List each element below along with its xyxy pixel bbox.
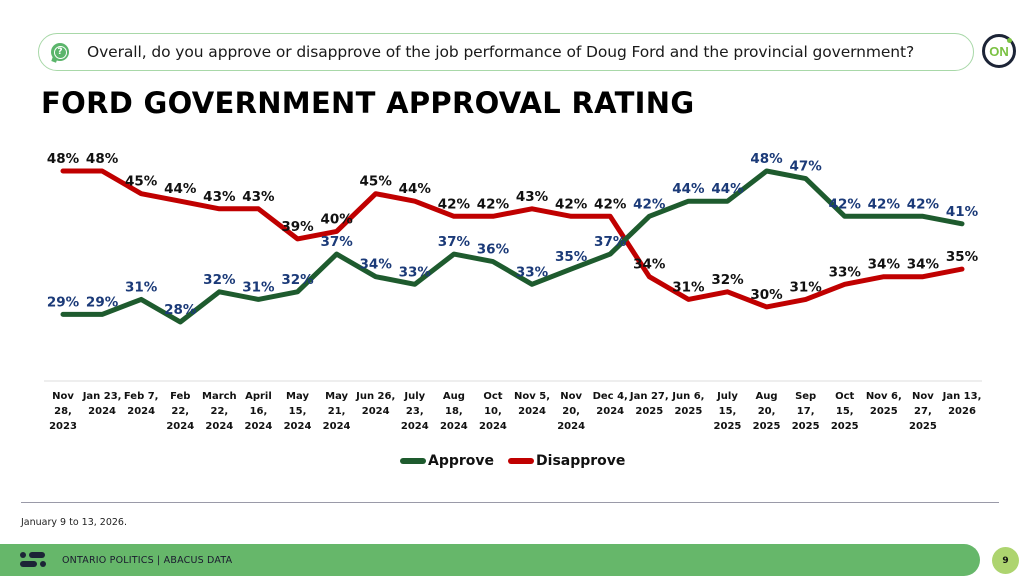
abacus-logo-icon	[20, 551, 50, 569]
x-tick-label: Nov 6, 2025	[866, 391, 902, 417]
legend-item-disapprove: Disapprove	[508, 453, 625, 469]
data-label-approve: 31%	[242, 279, 275, 295]
question-text: Overall, do you approve or disapprove of…	[87, 43, 915, 61]
data-label-disapprove: 48%	[86, 151, 119, 167]
data-label-approve: 36%	[477, 242, 510, 258]
data-label-approve: 48%	[750, 151, 783, 167]
page-number: 9	[992, 547, 1019, 574]
chart-legend: Approve Disapprove	[400, 453, 639, 469]
x-tick-label: Jun 6, 2025	[671, 391, 704, 417]
data-label-disapprove: 39%	[281, 219, 314, 235]
x-tick-label: April 16, 2024	[245, 391, 273, 432]
data-label-approve: 33%	[516, 264, 549, 280]
data-label-disapprove: 40%	[320, 211, 353, 227]
data-label-approve: 42%	[829, 196, 862, 212]
data-label-approve: 32%	[281, 272, 314, 288]
data-label-approve: 47%	[789, 159, 822, 175]
data-label-approve: 31%	[125, 279, 158, 295]
data-label-disapprove: 42%	[594, 196, 627, 212]
legend-label-disapprove: Disapprove	[536, 453, 626, 469]
x-tick-label: Dec 4, 2024	[593, 391, 628, 417]
data-label-approve: 37%	[320, 234, 353, 250]
x-tick-label: Jan 23, 2024	[82, 391, 122, 417]
x-tick-label: Jan 13, 2026	[942, 391, 982, 417]
x-tick-label: Feb 22, 2024	[166, 391, 194, 432]
data-label-disapprove: 44%	[164, 181, 197, 197]
data-label-disapprove: 48%	[47, 151, 80, 167]
source-note: January 9 to 13, 2026.	[21, 517, 127, 528]
data-label-disapprove: 30%	[750, 287, 783, 303]
data-label-disapprove: 34%	[907, 257, 940, 273]
x-tick-label: Oct 15, 2025	[831, 391, 859, 432]
page-title: FORD GOVERNMENT APPROVAL RATING	[41, 86, 695, 120]
footer-text: ONTARIO POLITICS | ABACUS DATA	[62, 554, 233, 566]
question-bubble-icon: ?	[51, 43, 69, 61]
data-label-approve: 28%	[164, 302, 197, 318]
legend-swatch-disapprove	[508, 458, 535, 464]
data-label-disapprove: 44%	[399, 181, 432, 197]
x-tick-label: Aug 20, 2025	[753, 391, 781, 432]
legend-swatch-approve	[400, 458, 426, 464]
x-tick-label: Nov 20, 2024	[557, 391, 585, 432]
data-label-approve: 37%	[438, 234, 471, 250]
x-tick-label: May 15, 2024	[284, 391, 312, 432]
ontario-logo-icon: ON	[982, 34, 1016, 68]
data-label-approve: 41%	[946, 204, 979, 220]
data-label-approve: 32%	[203, 272, 236, 288]
data-label-disapprove: 43%	[516, 189, 549, 205]
x-tick-label: May 21, 2024	[323, 391, 351, 432]
data-label-approve: 37%	[594, 234, 627, 250]
x-tick-label: Aug 18, 2024	[440, 391, 468, 432]
data-label-approve: 44%	[672, 181, 705, 197]
line-chart: 29% 29% 31% 28% 32% 31% 32% 37% 34% 33% 37% 36% 33% 3…	[44, 151, 982, 432]
data-label-approve: 29%	[47, 294, 80, 310]
data-label-disapprove: 31%	[789, 279, 822, 295]
data-label-approve: 42%	[868, 196, 901, 212]
data-label-disapprove: 43%	[242, 189, 275, 205]
data-label-disapprove: 42%	[438, 196, 471, 212]
x-tick-label: Sep 17, 2025	[792, 391, 820, 432]
data-label-disapprove: 32%	[711, 272, 744, 288]
data-label-disapprove: 31%	[672, 279, 705, 295]
data-label-disapprove: 43%	[203, 189, 236, 205]
series-line-disapprove	[60, 168, 965, 310]
data-label-disapprove: 35%	[946, 249, 979, 265]
data-label-approve: 42%	[907, 196, 940, 212]
x-tick-label: Feb 7, 2024	[124, 391, 159, 417]
data-label-disapprove: 34%	[633, 257, 666, 273]
x-tick-label: Nov 5, 2024	[514, 391, 550, 417]
x-tick-label: July 15, 2025	[714, 391, 742, 432]
data-label-disapprove: 42%	[555, 196, 588, 212]
legend-item-approve: Approve	[400, 453, 494, 469]
legend-label-approve: Approve	[428, 453, 495, 469]
logo-text: ON	[989, 43, 1009, 59]
series-line-approve	[60, 168, 965, 325]
data-label-approve: 34%	[360, 257, 393, 273]
data-label-disapprove: 33%	[829, 264, 862, 280]
x-tick-label: March 22, 2024	[202, 391, 237, 432]
x-tick-label: Jan 27, 2025	[629, 391, 669, 417]
footer-divider	[21, 502, 999, 503]
x-tick-label: Jun 26, 2024	[355, 391, 395, 417]
data-label-disapprove: 34%	[868, 257, 901, 273]
x-tick-label: Nov 28, 2023	[49, 391, 77, 432]
data-label-approve: 33%	[399, 264, 432, 280]
data-label-approve: 29%	[86, 294, 119, 310]
footer-bar: ONTARIO POLITICS | ABACUS DATA	[0, 544, 980, 576]
data-label-disapprove: 42%	[477, 196, 510, 212]
x-tick-label: Oct 10, 2024	[479, 391, 507, 432]
question-box: ? Overall, do you approve or disapprove …	[38, 33, 974, 71]
x-tick-label: Nov 27, 2025	[909, 391, 937, 432]
data-label-approve: 35%	[555, 249, 588, 265]
data-label-disapprove: 45%	[125, 174, 158, 190]
data-label-approve: 42%	[633, 196, 666, 212]
data-label-approve: 44%	[711, 181, 744, 197]
x-tick-label: July 23, 2024	[401, 391, 429, 432]
data-label-disapprove: 45%	[360, 174, 393, 190]
